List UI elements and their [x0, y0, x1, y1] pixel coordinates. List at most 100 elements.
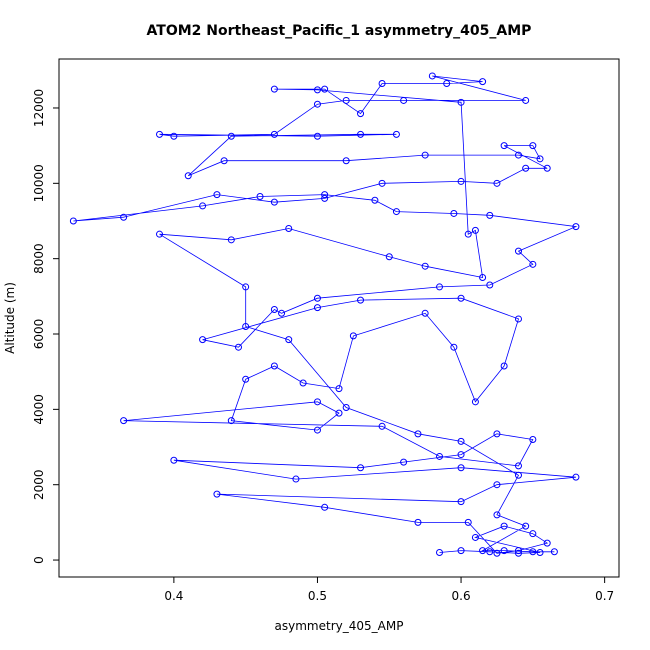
data-point-110 [242, 283, 250, 291]
data-point-95 [443, 79, 451, 87]
data-point-23 [457, 451, 465, 459]
data-point-44 [457, 294, 465, 302]
y-tick-label-5: 10000 [32, 164, 46, 202]
data-point-36 [299, 379, 307, 387]
data-point-100 [313, 86, 321, 94]
data-point-67 [270, 198, 278, 206]
y-tick-label-0: 0 [32, 556, 46, 564]
data-point-53 [486, 281, 494, 289]
data-point-49 [270, 306, 278, 314]
data-point-12 [414, 518, 422, 526]
data-point-55 [514, 247, 522, 255]
data-point-63 [199, 202, 207, 210]
data-point-42 [500, 362, 508, 370]
data-point-99 [270, 85, 278, 93]
data-point-5 [471, 533, 479, 541]
data-point-103 [471, 226, 479, 234]
data-point-77 [514, 151, 522, 159]
data-point-19 [292, 475, 300, 483]
data-point-3 [514, 549, 522, 557]
data-point-56 [572, 223, 580, 231]
data-point-69 [378, 179, 386, 187]
data-point-20 [170, 456, 178, 464]
data-point-70 [457, 177, 465, 185]
series-line [73, 75, 578, 554]
data-point-92 [522, 96, 530, 104]
data-point-80 [220, 157, 228, 165]
x-tick-label-3: 0.7 [595, 589, 614, 603]
x-tick-label-2: 0.6 [452, 589, 471, 603]
data-point-84 [392, 130, 400, 138]
data-point-51 [313, 294, 321, 302]
data-point-60 [371, 196, 379, 204]
data-point-91 [400, 96, 408, 104]
data-point-6 [500, 522, 508, 530]
data-point-37 [335, 385, 343, 393]
data-point-26 [514, 462, 522, 470]
data-point-46 [313, 304, 321, 312]
data-point-35 [270, 362, 278, 370]
data-point-106 [385, 253, 393, 261]
data-point-39 [421, 309, 429, 317]
data-point-111 [242, 322, 250, 330]
data-point-73 [543, 164, 551, 172]
data-point-57 [486, 211, 494, 219]
data-point-4 [536, 549, 544, 557]
y-tick-label-6: 12000 [32, 89, 46, 127]
data-point-76 [536, 155, 544, 163]
data-point-62 [256, 193, 264, 201]
data-point-119 [479, 547, 487, 555]
data-point-98 [321, 85, 329, 93]
data-point-88 [270, 130, 278, 138]
data-point-13 [321, 503, 329, 511]
data-point-86 [156, 130, 164, 138]
data-point-24 [493, 430, 501, 438]
data-point-38 [349, 332, 357, 340]
data-point-58 [450, 209, 458, 217]
data-point-94 [479, 78, 487, 86]
data-point-65 [120, 213, 128, 221]
data-point-66 [213, 191, 221, 199]
data-point-18 [457, 464, 465, 472]
y-tick-label-3: 6000 [32, 319, 46, 350]
y-tick-label-4: 8000 [32, 243, 46, 274]
data-point-41 [471, 398, 479, 406]
data-point-0 [436, 549, 444, 557]
data-point-50 [278, 309, 286, 317]
data-point-93 [428, 72, 436, 80]
data-point-21 [357, 464, 365, 472]
data-point-85 [313, 132, 321, 140]
data-point-96 [378, 79, 386, 87]
data-point-40 [450, 343, 458, 351]
data-point-102 [464, 230, 472, 238]
data-point-30 [313, 398, 321, 406]
data-point-78 [421, 151, 429, 159]
data-point-83 [357, 130, 365, 138]
y-axis-label: Altitude (m) [3, 282, 17, 354]
data-point-113 [342, 403, 350, 411]
data-point-79 [342, 157, 350, 165]
data-point-32 [313, 426, 321, 434]
data-point-109 [156, 230, 164, 238]
data-point-28 [378, 422, 386, 430]
data-point-2 [486, 548, 494, 556]
data-point-8 [543, 539, 551, 547]
data-point-52 [436, 283, 444, 291]
data-point-14 [213, 490, 221, 498]
data-point-112 [285, 336, 293, 344]
data-point-45 [357, 296, 365, 304]
x-axis-label: asymmetry_405_AMP [275, 619, 404, 633]
data-point-101 [457, 98, 465, 106]
y-tick-label-1: 2000 [32, 469, 46, 500]
data-point-97 [357, 110, 365, 118]
data-point-118 [522, 522, 530, 530]
data-point-29 [120, 417, 128, 425]
data-point-115 [457, 437, 465, 445]
data-point-15 [457, 498, 465, 506]
data-point-68 [321, 194, 329, 202]
data-point-105 [421, 262, 429, 270]
x-tick-label-1: 0.5 [308, 589, 327, 603]
data-point-75 [529, 142, 537, 150]
